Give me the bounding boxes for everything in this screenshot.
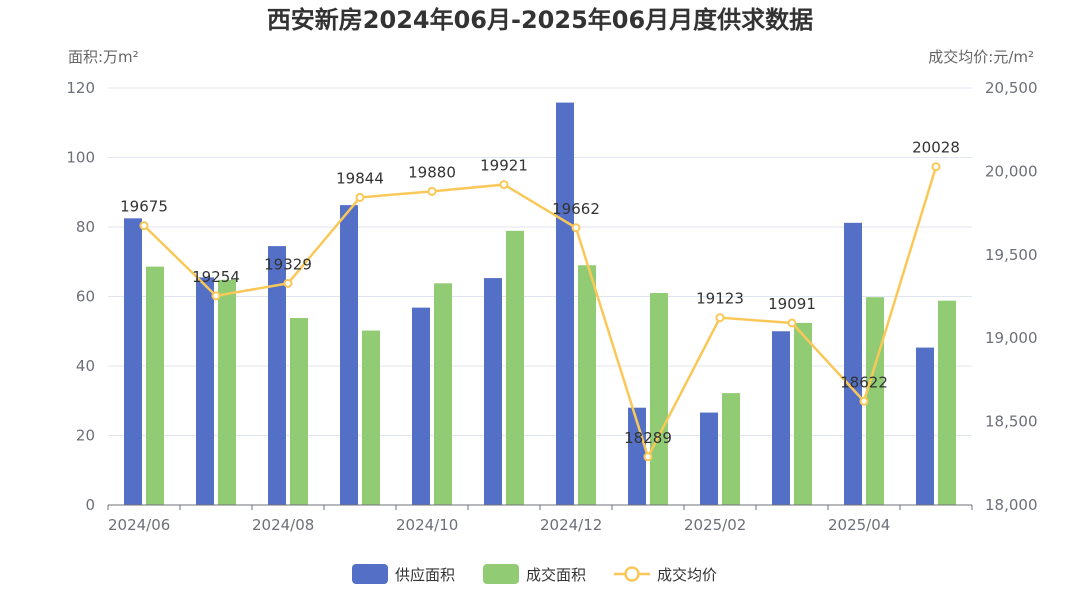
y-left-tick-label: 80 bbox=[76, 218, 95, 236]
price-data-label: 18622 bbox=[840, 373, 888, 391]
bar-deal[interactable] bbox=[794, 322, 812, 505]
price-data-label: 19254 bbox=[192, 268, 240, 286]
y-left-tick-label: 100 bbox=[66, 149, 95, 167]
legend-marker[interactable] bbox=[624, 566, 640, 582]
bar-supply[interactable] bbox=[412, 307, 430, 505]
x-tick-label: 2024/10 bbox=[396, 516, 458, 534]
price-data-label: 19675 bbox=[120, 198, 168, 216]
y-right-tick-label: 20,500 bbox=[985, 79, 1038, 97]
bar-deal[interactable] bbox=[578, 265, 596, 505]
price-point[interactable] bbox=[499, 180, 509, 190]
price-point[interactable] bbox=[283, 278, 293, 288]
price-data-label: 19662 bbox=[552, 200, 600, 218]
legend[interactable]: 供应面积 成交面积 成交均价 bbox=[352, 564, 717, 584]
bar-supply[interactable] bbox=[772, 331, 790, 505]
price-point[interactable] bbox=[571, 223, 581, 233]
bar-deal[interactable] bbox=[650, 293, 668, 505]
price-data-label: 19123 bbox=[696, 290, 744, 308]
x-tick-label: 2025/02 bbox=[684, 516, 746, 534]
y-right-tick-label: 20,000 bbox=[985, 162, 1038, 180]
y-right-tick-label: 19,000 bbox=[985, 329, 1038, 347]
bar-deal[interactable] bbox=[434, 283, 452, 505]
price-point[interactable] bbox=[715, 313, 725, 323]
price-data-label: 20028 bbox=[912, 139, 960, 157]
legend-swatch-1[interactable] bbox=[483, 564, 519, 584]
bar-deal[interactable] bbox=[938, 300, 956, 505]
price-point[interactable] bbox=[787, 318, 797, 328]
bar-supply[interactable] bbox=[700, 412, 718, 505]
bar-deal[interactable] bbox=[362, 330, 380, 505]
price-data-label: 19921 bbox=[480, 157, 528, 175]
grid-lines bbox=[108, 87, 972, 436]
price-point[interactable] bbox=[139, 221, 149, 231]
bar-series bbox=[124, 102, 956, 506]
bar-supply[interactable] bbox=[340, 205, 358, 506]
legend-label-1[interactable]: 成交面积 bbox=[526, 566, 586, 584]
legend-label-0[interactable]: 供应面积 bbox=[395, 566, 455, 584]
y-left-tick-label: 0 bbox=[85, 496, 95, 514]
bar-supply[interactable] bbox=[124, 218, 142, 505]
price-data-label: 19880 bbox=[408, 163, 456, 181]
bar-supply[interactable] bbox=[484, 278, 502, 505]
price-line bbox=[143, 166, 938, 461]
y-left-tick-label: 120 bbox=[66, 79, 95, 97]
bar-deal[interactable] bbox=[290, 318, 308, 505]
y-right-tick-label: 19,500 bbox=[985, 246, 1038, 264]
bar-deal[interactable] bbox=[218, 279, 236, 505]
bar-supply[interactable] bbox=[556, 102, 574, 505]
bar-deal[interactable] bbox=[866, 297, 884, 505]
bar-supply[interactable] bbox=[268, 246, 286, 506]
price-data-label: 18289 bbox=[624, 429, 672, 447]
price-point[interactable] bbox=[643, 452, 653, 462]
line-series: 19675 19254 19329 19844 19880 19921 19662 18289… bbox=[120, 139, 960, 462]
price-point[interactable] bbox=[931, 162, 941, 172]
y-right-tick-label: 18,500 bbox=[985, 413, 1038, 431]
price-point[interactable] bbox=[355, 192, 365, 202]
left-axis-label: 面积:万m² bbox=[68, 48, 139, 66]
y-left-tick-label: 60 bbox=[76, 288, 95, 306]
bar-deal[interactable] bbox=[146, 266, 164, 505]
x-tick-label: 2025/04 bbox=[828, 516, 890, 534]
y-right-tick-label: 18,000 bbox=[985, 496, 1038, 514]
chart-title: 西安新房2024年06月-2025年06月月度供求数据 bbox=[267, 6, 813, 34]
bar-supply[interactable] bbox=[844, 222, 862, 505]
bar-supply[interactable] bbox=[196, 277, 214, 505]
bar-supply[interactable] bbox=[916, 347, 934, 505]
right-axis-label: 成交均价:元/m² bbox=[928, 48, 1034, 66]
x-tick-label: 2024/12 bbox=[540, 516, 602, 534]
price-point[interactable] bbox=[859, 396, 869, 406]
bar-deal[interactable] bbox=[506, 230, 524, 505]
price-data-label: 19091 bbox=[768, 295, 816, 313]
legend-swatch-0[interactable] bbox=[352, 564, 388, 584]
axes: 0 20 40 60 80 100 120 18,000 18,500 19,000 19,500 2… bbox=[66, 79, 1037, 534]
price-data-label: 19844 bbox=[336, 169, 384, 187]
price-point[interactable] bbox=[427, 186, 437, 196]
price-point[interactable] bbox=[211, 291, 221, 301]
y-left-tick-label: 40 bbox=[76, 357, 95, 375]
bar-deal[interactable] bbox=[722, 393, 740, 505]
price-data-label: 19329 bbox=[264, 255, 312, 273]
x-tick-label: 2024/08 bbox=[252, 516, 314, 534]
x-tick-label: 2024/06 bbox=[108, 516, 170, 534]
y-left-tick-label: 20 bbox=[76, 427, 95, 445]
legend-label-2[interactable]: 成交均价 bbox=[657, 566, 717, 584]
